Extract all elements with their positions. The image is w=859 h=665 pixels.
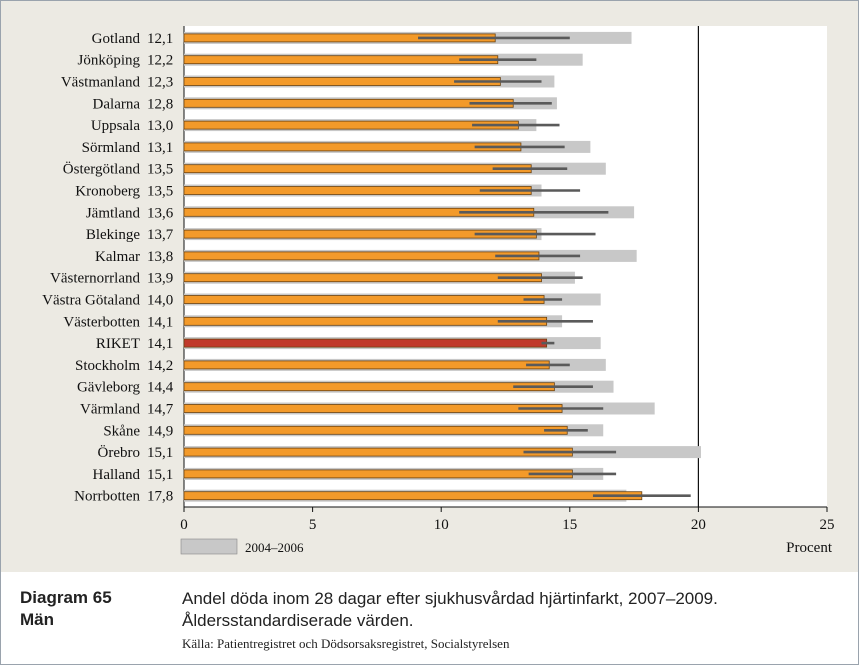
category-label: Dalarna	[93, 96, 141, 112]
value-label: 12,2	[147, 53, 173, 69]
x-tick-label: 15	[562, 517, 577, 533]
x-tick-label: 5	[309, 517, 317, 533]
bar-current	[183, 55, 499, 65]
category-label: Örebro	[98, 444, 140, 461]
diagram-title: Andel döda inom 28 dagar efter sjukhusvå…	[182, 589, 718, 630]
bar-current	[183, 447, 573, 457]
category-label: Västernorrland	[50, 271, 140, 287]
value-label: 12,3	[147, 75, 173, 91]
value-label: 13,7	[147, 227, 174, 243]
bar-chart: 0 5 10 15 20 25 Gotland 12,1 Jönköping 12,2 Västma…	[42, 26, 835, 556]
bar-current	[183, 164, 532, 174]
bar-current	[183, 425, 568, 435]
bar-current	[183, 77, 501, 86]
value-label: 13,8	[147, 249, 173, 265]
value-label: 14,0	[147, 293, 173, 309]
value-label: 13,5	[147, 162, 173, 178]
value-label: 14,4	[147, 380, 174, 396]
category-label: Värmland	[80, 402, 140, 418]
value-label: 13,1	[147, 140, 173, 156]
diagram-source: Källa: Patientregistret och Dödsorsaksre…	[182, 636, 510, 651]
category-label: RIKET	[96, 336, 140, 352]
value-label: 15,1	[147, 445, 173, 461]
value-label: 15,1	[147, 467, 173, 483]
bar-current	[183, 251, 540, 261]
legend-label: 2004–2006	[245, 540, 304, 555]
value-label: 13,0	[147, 118, 173, 134]
bar-current	[183, 404, 563, 413]
x-tick-label: 0	[180, 517, 188, 533]
value-label: 12,8	[147, 96, 173, 112]
category-label: Gotland	[92, 31, 141, 47]
x-tick-label: 25	[820, 517, 835, 533]
diagram-number: Diagram 65	[20, 588, 112, 607]
legend-swatch	[180, 538, 238, 555]
category-label: Stockholm	[75, 358, 140, 374]
value-label: 14,1	[147, 314, 173, 330]
bar-current	[183, 273, 542, 283]
x-tick-label: 10	[434, 517, 449, 533]
value-label: 14,7	[147, 402, 174, 418]
bar-current	[183, 491, 643, 501]
bar-current	[183, 360, 550, 370]
bar-current	[183, 295, 545, 304]
category-label: Kronoberg	[75, 184, 140, 200]
x-axis-label: Procent	[786, 540, 833, 556]
category-label: Gävleborg	[77, 380, 141, 396]
value-label: 17,8	[147, 489, 173, 505]
category-label: Norrbotten	[74, 489, 140, 505]
category-label: Västra Götaland	[42, 293, 140, 309]
category-label: Östergötland	[63, 161, 141, 178]
category-label: Jönköping	[77, 53, 140, 69]
diagram-group: Män	[20, 610, 54, 629]
category-label: Sörmland	[82, 140, 141, 156]
bar-current	[183, 98, 514, 108]
category-label: Jämtland	[86, 205, 141, 221]
value-label: 14,2	[147, 358, 173, 374]
category-label: Skåne	[103, 423, 140, 439]
category-label: Västerbotten	[63, 314, 140, 330]
category-label: Västmanland	[61, 75, 141, 91]
category-label: Uppsala	[91, 118, 140, 134]
value-label: 14,9	[147, 423, 173, 439]
bar-current	[183, 142, 522, 152]
value-label: 12,1	[147, 31, 173, 47]
bar-current	[183, 338, 548, 348]
category-label: Halland	[93, 467, 141, 483]
x-tick-label: 20	[691, 517, 706, 533]
value-label: 14,1	[147, 336, 173, 352]
value-label: 13,9	[147, 271, 173, 287]
bar-current	[183, 120, 519, 130]
bar-current	[183, 382, 555, 392]
bar-current	[183, 469, 573, 479]
value-label: 13,5	[147, 184, 173, 200]
category-label: Kalmar	[95, 249, 140, 265]
value-label: 13,6	[147, 205, 174, 221]
bar-current	[183, 316, 548, 326]
bar-current	[183, 186, 532, 195]
category-label: Blekinge	[86, 227, 140, 243]
